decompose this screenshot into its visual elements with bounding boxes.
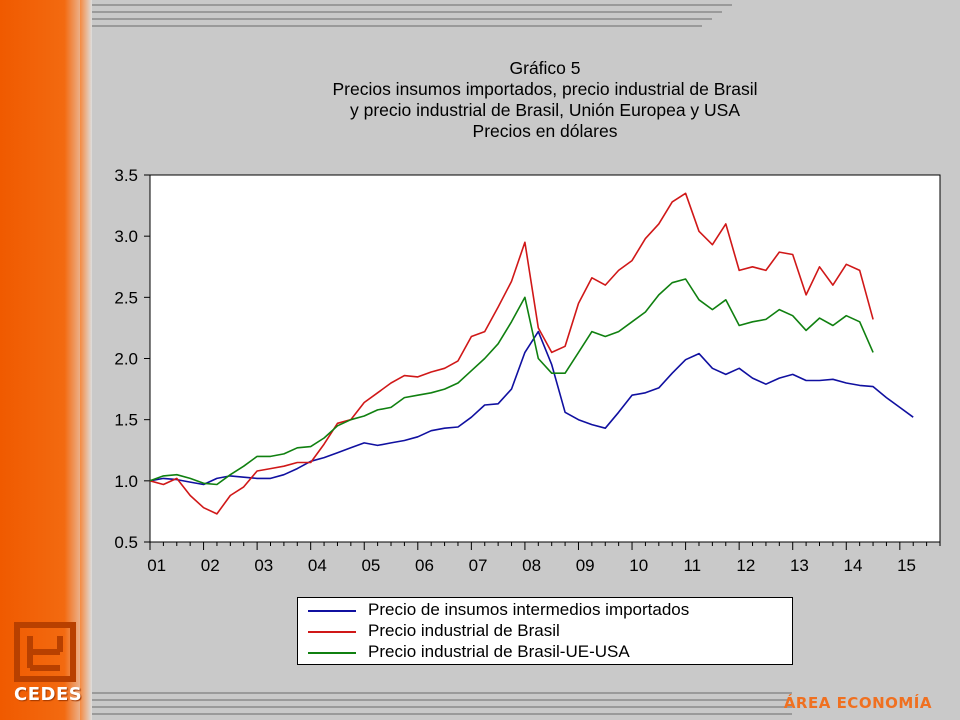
x-tick-label: 12 [736,556,755,575]
sidebar [0,0,92,720]
y-tick-label: 3.0 [114,227,138,246]
top-rule [92,25,702,27]
legend-swatch-red [308,631,356,633]
y-tick-label: 2.5 [114,288,138,307]
title-line: Precios en dólares [472,121,618,141]
x-tick-label: 09 [576,556,595,575]
cedes-logo-icon [14,622,76,682]
y-tick-label: 1.5 [114,411,138,430]
legend: Precio de insumos intermedios importados… [297,597,793,665]
x-tick-label: 10 [629,556,648,575]
y-tick-label: 3.5 [114,166,138,185]
x-tick-label: 02 [201,556,220,575]
y-tick-label: 1.0 [114,472,138,491]
x-tick-label: 14 [844,556,863,575]
x-tick-label: 11 [683,556,701,575]
x-tick-label: 07 [469,556,488,575]
y-tick-label: 2.0 [114,350,138,369]
title-line: Gráfico 5 [509,58,581,78]
logo-text: CEDES [14,684,83,705]
top-rule [92,4,732,6]
bottom-rule [92,699,792,701]
x-tick-label: 08 [522,556,541,575]
x-tick-label: 03 [254,556,273,575]
x-tick-label: 13 [790,556,809,575]
sidebar-strip [80,0,92,720]
title-line: Precios insumos importados, precio indus… [332,79,758,99]
series-layer [149,192,914,515]
area-label: ÁREA ECONOMÍA [783,694,932,712]
x-tick-label: 06 [415,556,434,575]
series-line-brazil-industrial [149,192,874,515]
title-line: y precio industrial de Brasil, Unión Eur… [349,100,741,120]
legend-label: Precio industrial de Brasil-UE-USA [368,642,630,661]
series-line-brazil-eu-usa [149,278,874,486]
legend-swatch-green [308,652,356,654]
series-line-imported-inputs [149,330,914,486]
x-tick-label: 15 [897,556,916,575]
chart-title: Gráfico 5 Precios insumos importados, pr… [250,58,840,142]
y-axis: 0.5 1.0 1.5 2.0 2.5 3.0 3.5 [114,166,150,552]
y-tick-label: 0.5 [114,533,138,552]
bottom-rule [92,692,792,694]
legend-label: Precio de insumos intermedios importados [368,600,690,619]
legend-swatch-blue [308,610,356,612]
bottom-rule [92,713,792,715]
top-rule [92,11,722,13]
x-tick-label: 04 [308,556,327,575]
bottom-rule [92,706,792,708]
plot-area [149,174,941,543]
x-tick-label: 01 [147,556,166,575]
top-rule [92,18,712,20]
x-tick-label: 05 [361,556,380,575]
x-axis: 01 02 03 04 05 06 07 08 09 10 11 12 13 14 15 [147,542,941,575]
legend-label: Precio industrial de Brasil [368,621,560,640]
